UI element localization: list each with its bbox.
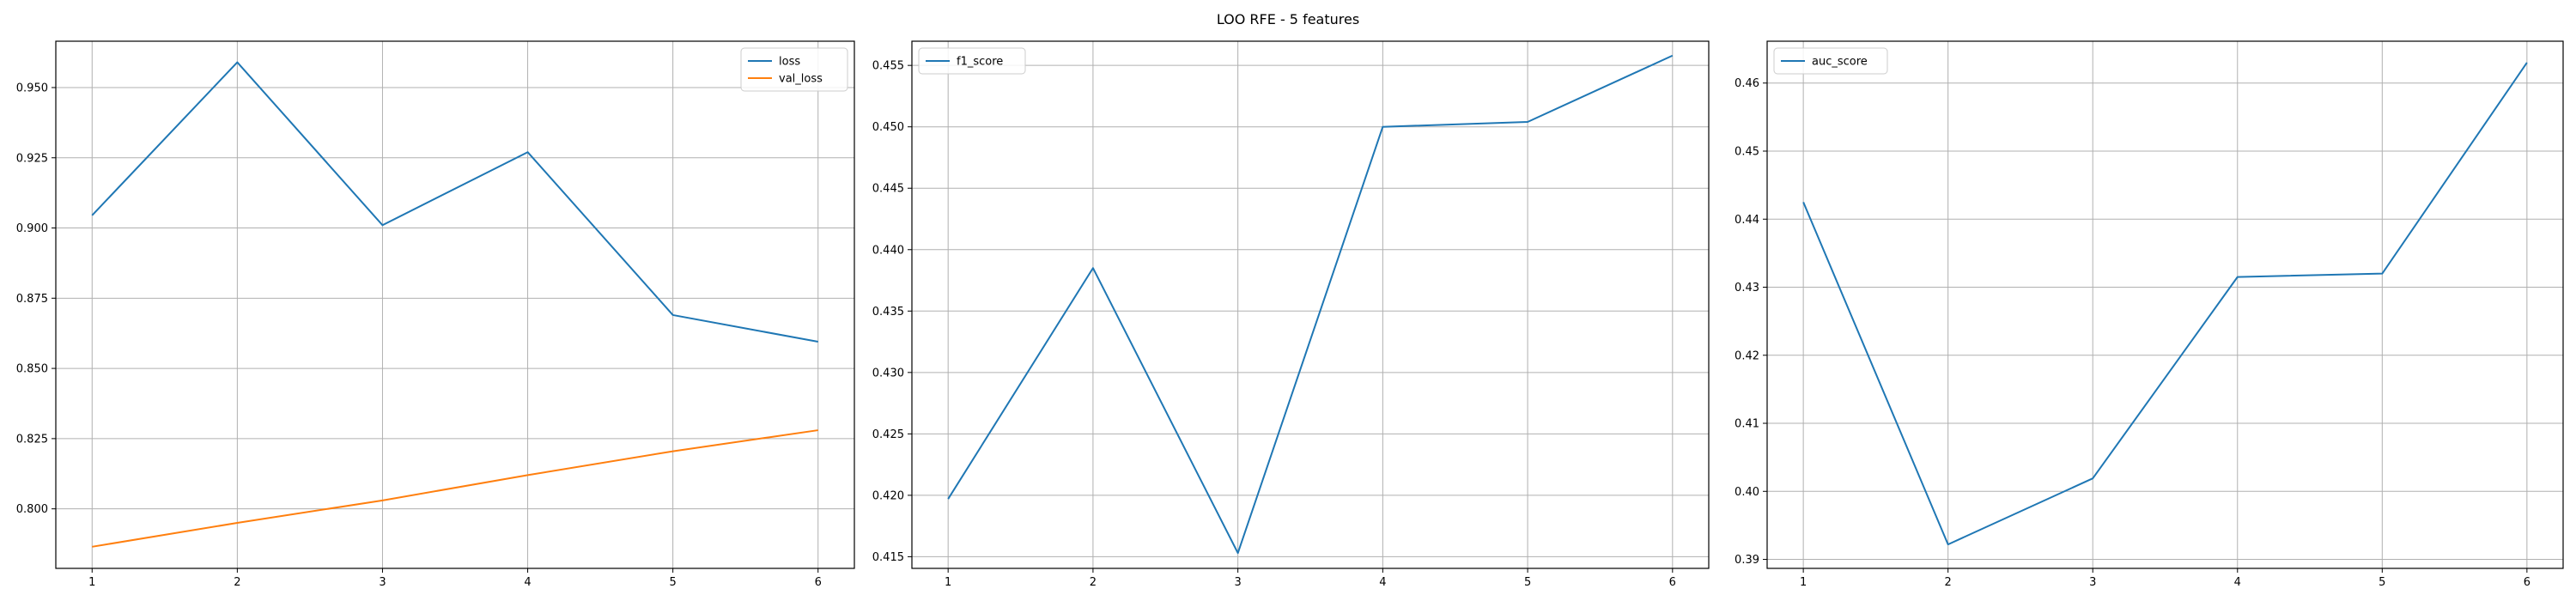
axes-frame (1766, 40, 2564, 569)
legend: auc_score (1773, 47, 1888, 75)
y-tick-label: 0.455 (872, 60, 904, 73)
legend-label-val_loss: val_loss (779, 73, 823, 86)
figure-title: LOO RFE - 5 features (1217, 11, 1359, 27)
y-tick-label: 0.46 (1735, 77, 1759, 90)
legend-label-f1_score: f1_score (957, 56, 1003, 69)
x-tick-label: 5 (1524, 576, 1531, 589)
legend-box (1773, 47, 1888, 75)
series-line-auc_score (1802, 62, 2528, 546)
y-tick-label: 0.425 (872, 428, 904, 441)
x-tick-label: 6 (2524, 576, 2530, 589)
y-tick-label: 0.440 (872, 244, 904, 257)
x-tick-label: 1 (88, 576, 95, 589)
series-line-f1_score (947, 54, 1674, 555)
x-tick-label: 4 (1379, 576, 1386, 589)
y-tick-label: 0.900 (16, 222, 48, 235)
y-tick-label: 0.42 (1735, 349, 1759, 362)
x-tick-label: 1 (1800, 576, 1807, 589)
y-tick-label: 0.925 (16, 152, 48, 165)
axes-frame (55, 40, 855, 569)
x-tick-label: 6 (815, 576, 822, 589)
y-tick-label: 0.950 (16, 82, 48, 94)
legend: loss val_loss (740, 47, 848, 92)
legend-box (740, 47, 848, 92)
x-tick-label: 4 (524, 576, 531, 589)
x-tick-label: 1 (945, 576, 951, 589)
x-tick-label: 3 (2089, 576, 2096, 589)
y-tick-label: 0.875 (16, 293, 48, 306)
y-tick-label: 0.435 (872, 306, 904, 319)
chart-panel-1: 1 2 3 4 5 6 0.800 0.825 0.850 0.875 0.900 0.925 0.95… (16, 40, 855, 589)
series-line-val_loss (92, 429, 818, 548)
x-tick-label: 2 (1945, 576, 1952, 589)
y-tick-label: 0.800 (16, 503, 48, 516)
legend-label-auc_score: auc_score (1812, 56, 1868, 69)
y-tick-label: 0.430 (872, 367, 904, 379)
legend-label-loss: loss (779, 56, 800, 69)
x-tick-label: 2 (234, 576, 240, 589)
legend: f1_score (918, 47, 1026, 75)
x-tick-label: 4 (2234, 576, 2241, 589)
x-tick-label: 6 (1669, 576, 1676, 589)
y-tick-label: 0.450 (872, 121, 904, 134)
x-tick-label: 3 (1234, 576, 1241, 589)
x-tick-label: 5 (2379, 576, 2385, 589)
y-tick-label: 0.43 (1735, 282, 1759, 294)
chart-panel-2: 1 2 3 4 5 6 0.415 0.420 0.425 0.430 0.435 0.440 0.44… (872, 40, 1710, 589)
y-tick-label: 0.40 (1735, 486, 1759, 499)
x-tick-label: 5 (669, 576, 676, 589)
legend-box (918, 47, 1026, 75)
y-tick-label: 0.415 (872, 551, 904, 564)
series-line-loss (91, 61, 818, 343)
y-tick-label: 0.445 (872, 183, 904, 196)
x-tick-label: 3 (379, 576, 386, 589)
y-tick-label: 0.44 (1735, 214, 1759, 227)
y-tick-label: 0.850 (16, 363, 48, 376)
chart-panel-3: 1 2 3 4 5 6 0.39 0.40 0.41 0.42 0.43 0.44 0.45 0.46 au… (1735, 40, 2564, 589)
y-tick-label: 0.39 (1735, 554, 1759, 567)
y-tick-label: 0.420 (872, 489, 904, 502)
y-tick-label: 0.45 (1735, 145, 1759, 158)
y-tick-label: 0.41 (1735, 418, 1759, 431)
y-tick-label: 0.825 (16, 433, 48, 446)
axes-frame (911, 40, 1710, 569)
x-tick-label: 2 (1090, 576, 1097, 589)
